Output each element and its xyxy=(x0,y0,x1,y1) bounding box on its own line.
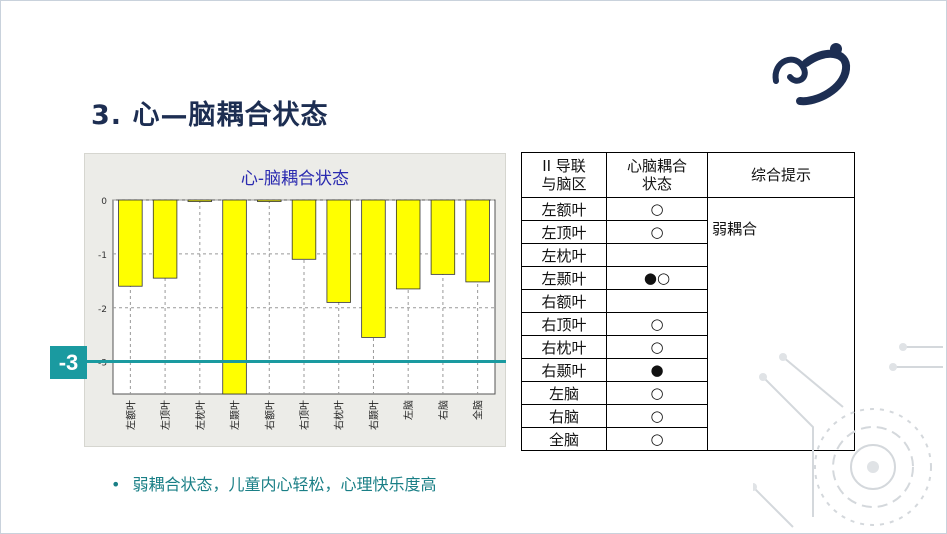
table-row: 全脑 ○ xyxy=(521,427,855,451)
circuit-decoration-icon xyxy=(753,343,943,528)
region-cell: 右枕叶 xyxy=(521,335,607,359)
table-header-summary: 综合提示 xyxy=(707,152,855,198)
bar xyxy=(361,199,386,338)
x-tick-label: 左枕叶 xyxy=(194,400,207,430)
state-cell: ●○ xyxy=(606,266,708,290)
bullet-text: 弱耦合状态，儿童内心轻松，心理快乐度高 xyxy=(132,475,437,494)
threshold-marker-line xyxy=(87,360,506,363)
state-cell: ○ xyxy=(606,404,708,428)
x-tick-label: 右枕叶 xyxy=(333,400,346,430)
bar xyxy=(430,199,456,275)
chart-title: 心-脑耦合状态 xyxy=(241,169,349,189)
table-row: 左顶叶 ○ xyxy=(521,220,855,244)
x-tick-label: 左脑 xyxy=(402,400,415,420)
table-row: 左枕叶 xyxy=(521,243,855,267)
region-cell: 右额叶 xyxy=(521,289,607,313)
region-cell: 左额叶 xyxy=(521,197,607,221)
y-tick-label: -2 xyxy=(98,305,107,315)
state-cell: ○ xyxy=(606,381,708,405)
bar xyxy=(187,199,213,202)
state-cell: ○ xyxy=(606,220,708,244)
table-row: 右脑 ○ xyxy=(521,404,855,428)
state-cell xyxy=(606,289,708,313)
region-cell: 右脑 xyxy=(521,404,607,428)
region-cell: 左颞叶 xyxy=(521,266,607,290)
table-header-region: II 导联 与脑区 xyxy=(521,152,607,198)
y-tick-label: -3 xyxy=(98,359,107,369)
table-header-state: 心脑耦合 状态 xyxy=(606,152,708,198)
x-tick-label: 右额叶 xyxy=(263,400,276,430)
region-cell: 右颞叶 xyxy=(521,358,607,382)
threshold-marker-label: -3 xyxy=(50,346,87,379)
region-cell: 左枕叶 xyxy=(521,243,607,267)
bar xyxy=(152,199,178,279)
bar xyxy=(465,199,490,283)
region-cell: 左脑 xyxy=(521,381,607,405)
table-row: 右颞叶 ● xyxy=(521,358,855,382)
bullet-note: • 弱耦合状态，儿童内心轻松，心理快乐度高 xyxy=(111,471,436,495)
bar xyxy=(326,199,351,303)
x-tick-label: 左额叶 xyxy=(124,400,137,430)
x-tick-label: 右颞叶 xyxy=(367,400,380,430)
state-cell: ○ xyxy=(606,335,708,359)
state-cell xyxy=(606,243,708,267)
state-cell: ○ xyxy=(606,197,708,221)
logo-icon xyxy=(772,43,851,106)
bar xyxy=(222,199,247,395)
x-tick-label: 左顶叶 xyxy=(159,400,172,430)
bar xyxy=(395,199,421,290)
page-title: 3. 心—脑耦合状态 xyxy=(91,100,329,131)
region-cell: 全脑 xyxy=(521,427,607,451)
table-row: 右枕叶 ○ xyxy=(521,335,855,359)
table-row: 左脑 ○ xyxy=(521,381,855,405)
chart-panel: 心-脑耦合状态 0 -1 -2 -3 左额叶 左顶叶 左枕叶 左颞叶 右额叶 右顶叶 右枕叶 右颞叶 左… xyxy=(84,153,506,447)
x-tick-label: 左颞叶 xyxy=(229,400,242,430)
x-tick-label: 全脑 xyxy=(472,400,485,420)
state-cell: ○ xyxy=(606,312,708,336)
table-row: 右额叶 xyxy=(521,289,855,313)
table-row: 左颞叶 ●○ xyxy=(521,266,855,290)
table-row: 左额叶 ○ 弱耦合 xyxy=(521,197,855,451)
x-tick-label: 右脑 xyxy=(437,400,450,420)
coupling-state-table: II 导联 与脑区 心脑耦合 状态 综合提示 左额叶 ○ 弱耦合 左顶叶 ○ 左枕叶 左颞叶 ●○… xyxy=(521,152,855,451)
state-cell: ● xyxy=(606,358,708,382)
y-tick-label: 0 xyxy=(101,197,107,207)
bar xyxy=(257,199,282,202)
bar xyxy=(291,199,317,260)
region-cell: 左顶叶 xyxy=(521,220,607,244)
bullet-dot-icon: • xyxy=(111,475,121,494)
y-tick-label: -1 xyxy=(98,251,107,261)
summary-cell: 弱耦合 xyxy=(707,197,855,451)
bar xyxy=(118,199,143,287)
state-cell: ○ xyxy=(606,427,708,451)
bar-chart: 心-脑耦合状态 0 -1 -2 -3 左额叶 左顶叶 左枕叶 左颞叶 右额叶 右顶叶 右枕叶 右颞叶 左… xyxy=(98,169,496,430)
x-tick-label: 右顶叶 xyxy=(298,400,311,430)
region-cell: 右顶叶 xyxy=(521,312,607,336)
